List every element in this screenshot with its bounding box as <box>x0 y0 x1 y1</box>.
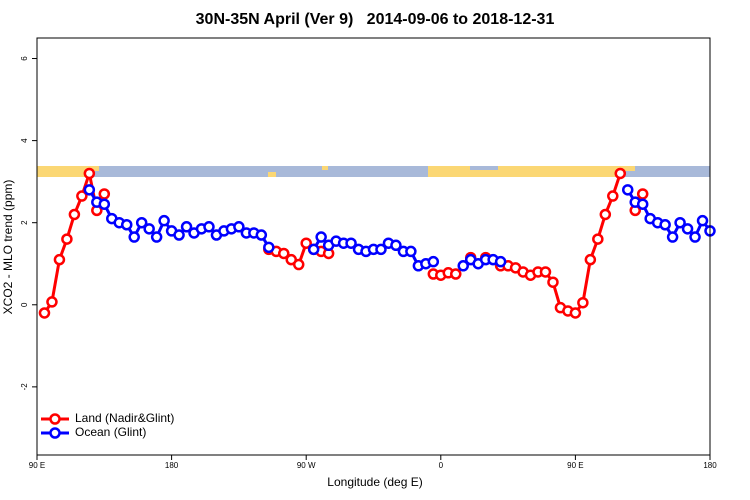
plot-area: 90 E 180 90 W 0 90 E 180 -2 0 2 4 6 Land (Nadir&Gli… <box>20 56 717 470</box>
legend-label: Ocean (Glint) <box>75 425 146 439</box>
legend-swatch-marker <box>49 413 61 425</box>
x-tick-label: 0 <box>439 461 444 470</box>
mask-ocean <box>37 166 710 177</box>
data-point <box>584 253 597 266</box>
data-point <box>450 268 462 280</box>
data-point <box>38 307 51 319</box>
data-point <box>53 253 66 266</box>
data-point <box>46 296 58 308</box>
mask-land <box>268 172 276 177</box>
data-point <box>636 198 649 210</box>
data-point <box>577 296 589 309</box>
data-point <box>135 216 148 229</box>
data-point <box>150 231 163 243</box>
data-point <box>255 229 268 241</box>
x-axis-title: Longitude (deg E) <box>327 475 422 489</box>
chart-title: 30N-35N April (Ver 9) 2014-09-06 to 2018… <box>196 11 555 28</box>
data-point <box>315 231 327 243</box>
data-point <box>494 255 507 268</box>
y-axis-title: XCO2 - MLO trend (ppm) <box>1 180 15 315</box>
legend-swatch-marker <box>49 427 61 439</box>
data-point <box>592 233 604 245</box>
data-point <box>674 216 686 229</box>
plot-frame <box>36 37 711 456</box>
x-tick-label: 180 <box>165 461 179 470</box>
data-point <box>599 208 612 221</box>
data-point <box>547 276 559 288</box>
data-point <box>345 237 357 249</box>
data-point <box>539 266 552 278</box>
data-point <box>173 229 185 241</box>
data-point <box>689 231 701 243</box>
data-point <box>390 239 402 252</box>
x-tick-label: 90 E <box>29 461 45 470</box>
data-point <box>120 218 133 231</box>
x-tick-label: 180 <box>703 461 717 470</box>
data-point <box>375 243 387 256</box>
data-point <box>158 214 170 227</box>
data-point <box>98 198 111 210</box>
data-point <box>636 188 649 200</box>
x-tick-label: 90 E <box>567 461 583 470</box>
data-point <box>278 247 290 260</box>
y-tick-label: 4 <box>20 138 29 143</box>
data-point <box>180 221 193 233</box>
data-point <box>569 307 582 319</box>
mask-land <box>428 166 470 177</box>
data-point <box>405 245 417 258</box>
x-tick-label: 90 W <box>297 461 316 470</box>
data-point <box>307 243 320 256</box>
mask-land <box>322 166 328 170</box>
data-point <box>76 190 88 202</box>
data-point <box>457 260 469 272</box>
data-point <box>666 231 679 243</box>
data-point <box>614 167 627 180</box>
data-point <box>292 258 305 271</box>
y-tick-label: 0 <box>20 302 29 307</box>
data-point <box>143 223 155 235</box>
data-point <box>61 233 73 245</box>
data-point <box>68 208 81 221</box>
y-tick-label: 2 <box>20 220 29 225</box>
data-point <box>98 188 111 200</box>
mask-land <box>470 170 498 177</box>
data-point <box>83 184 96 196</box>
legend-label: Land (Nadir&Glint) <box>75 411 174 425</box>
data-point <box>659 218 671 231</box>
data-point <box>128 231 140 243</box>
data-point <box>233 221 245 233</box>
data-point <box>621 184 634 196</box>
land-mask-strip <box>37 166 710 177</box>
mask-land <box>87 166 99 171</box>
legend: Land (Nadir&Glint)Ocean (Glint) <box>41 411 174 439</box>
data-point <box>263 241 275 254</box>
data-point <box>285 253 297 266</box>
mask-land <box>498 166 623 177</box>
data-point <box>681 223 694 235</box>
data-point <box>83 167 96 180</box>
mask-land <box>37 166 87 177</box>
mask-land <box>623 166 635 171</box>
y-tick-label: -2 <box>20 383 29 391</box>
data-point <box>696 214 709 227</box>
data-point <box>300 237 312 249</box>
y-tick-label: 6 <box>20 56 29 61</box>
data-point <box>427 255 440 268</box>
data-point <box>607 190 619 202</box>
data-point <box>203 221 215 233</box>
